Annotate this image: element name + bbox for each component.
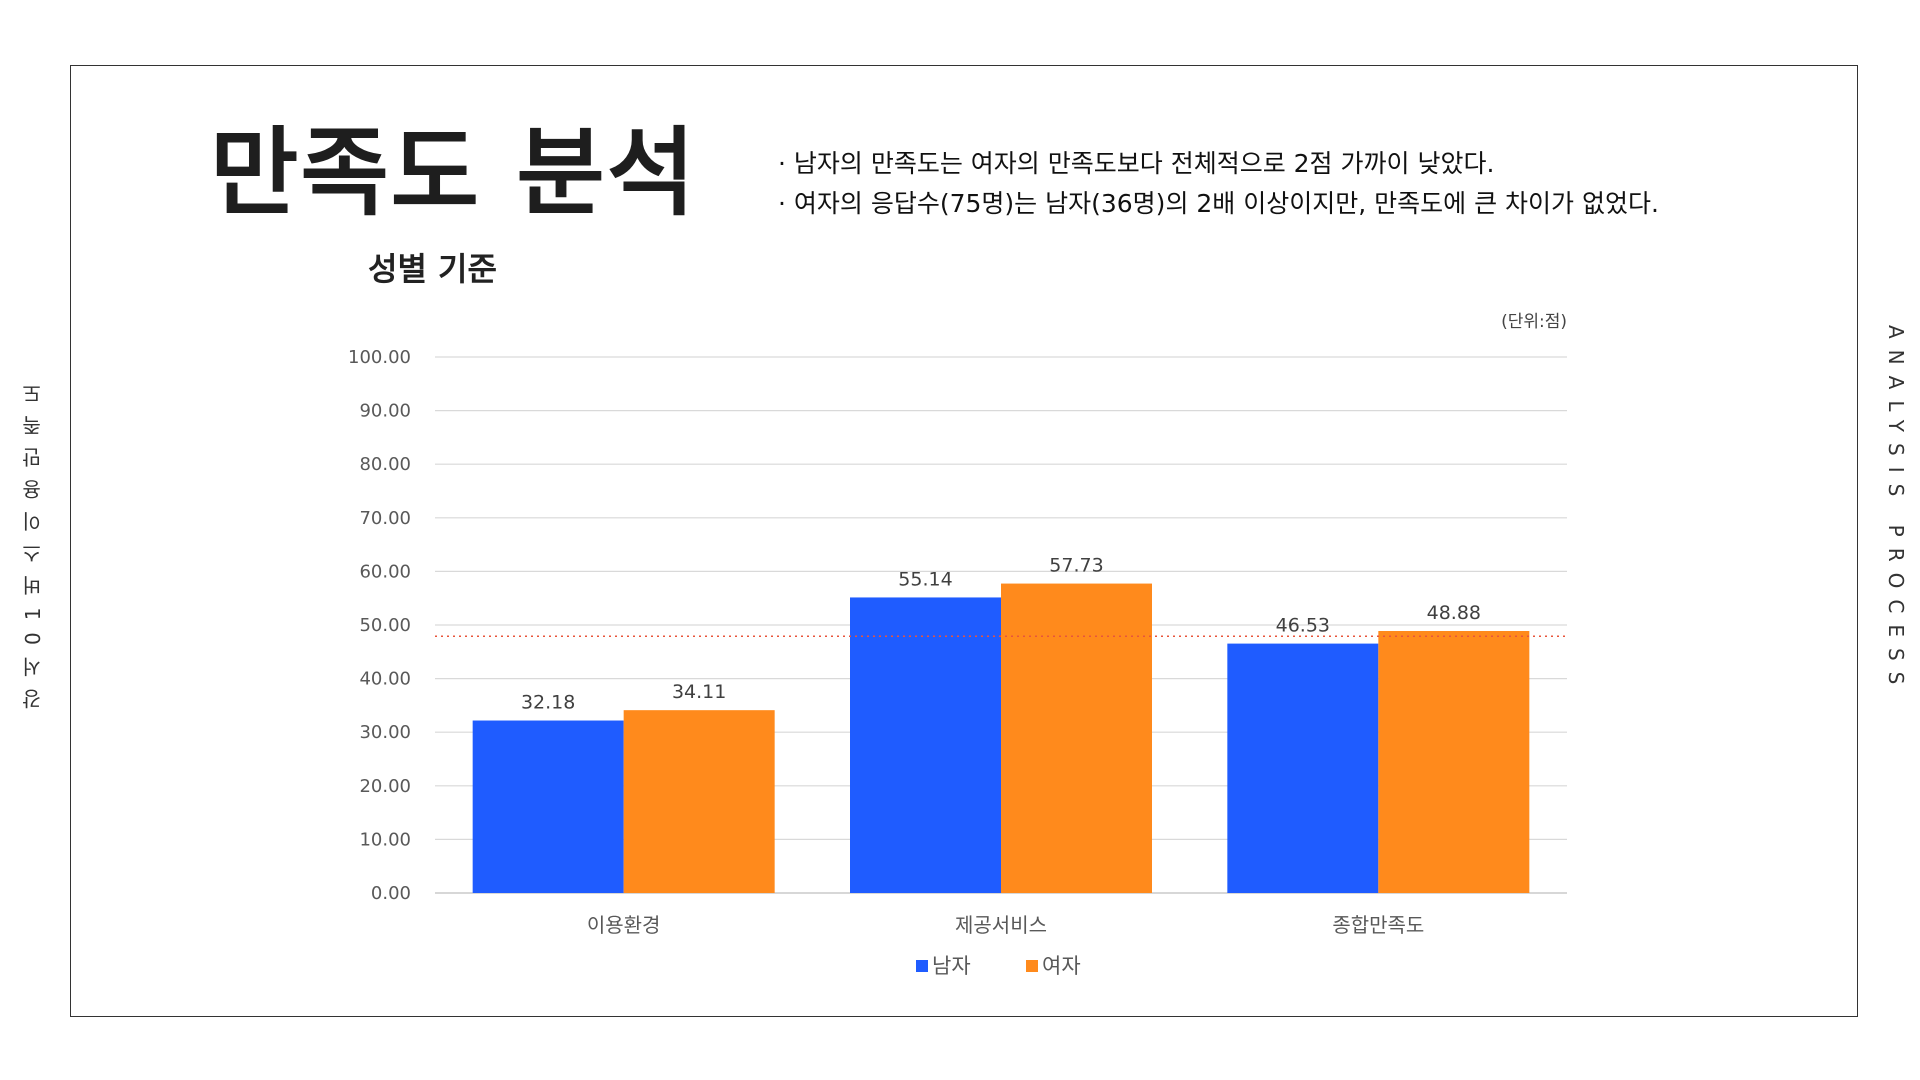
bar: [623, 710, 775, 893]
summary-note: 남자의 만족도는 여자의 만족도보다 전체적으로 2점 가까이 낮았다.: [778, 144, 1659, 184]
y-tick-label: 100.00: [348, 347, 411, 368]
y-tick-label: 30.00: [359, 722, 411, 743]
legend-label: 여자: [1042, 954, 1081, 978]
legend-swatch: [1026, 960, 1038, 972]
bar: [472, 720, 624, 893]
bar: [1378, 631, 1530, 893]
bar: [1001, 583, 1152, 893]
category-label: 종합만족도: [1332, 913, 1424, 937]
unit-label: (단위:점): [1501, 312, 1567, 332]
bar: [850, 597, 1001, 893]
y-tick-label: 80.00: [359, 454, 411, 475]
y-tick-label: 40.00: [359, 669, 411, 690]
data-label: 34.11: [672, 681, 726, 703]
bar: [1227, 643, 1379, 893]
page-title: 만족도 분석: [210, 117, 698, 229]
y-tick-label: 90.00: [359, 401, 411, 422]
data-label: 55.14: [898, 568, 952, 590]
y-tick-label: 10.00: [359, 829, 411, 850]
data-label: 46.53: [1276, 615, 1330, 637]
side-caption-right: ANALYSIS PROCESS: [1884, 325, 1908, 696]
data-label: 32.18: [521, 692, 575, 714]
legend-swatch: [916, 960, 928, 972]
y-tick-label: 70.00: [359, 508, 411, 529]
category-label: 제공서비스: [955, 913, 1047, 937]
legend-label: 남자: [932, 954, 971, 978]
y-tick-label: 60.00: [359, 561, 411, 582]
category-label: 이용환경: [587, 913, 661, 937]
data-label: 48.88: [1427, 602, 1481, 624]
summary-notes: 남자의 만족도는 여자의 만족도보다 전체적으로 2점 가까이 낮았다. 여자의…: [778, 144, 1659, 224]
y-tick-label: 50.00: [359, 615, 411, 636]
data-label: 57.73: [1049, 555, 1103, 577]
page-subtitle: 성별 기준: [368, 250, 497, 288]
y-tick-label: 0.00: [371, 883, 411, 904]
y-tick-label: 20.00: [359, 776, 411, 797]
summary-note: 여자의 응답수(75명)는 남자(36명)의 2배 이상이지만, 만족도에 큰 …: [778, 184, 1659, 224]
content-frame: [70, 65, 1858, 1017]
